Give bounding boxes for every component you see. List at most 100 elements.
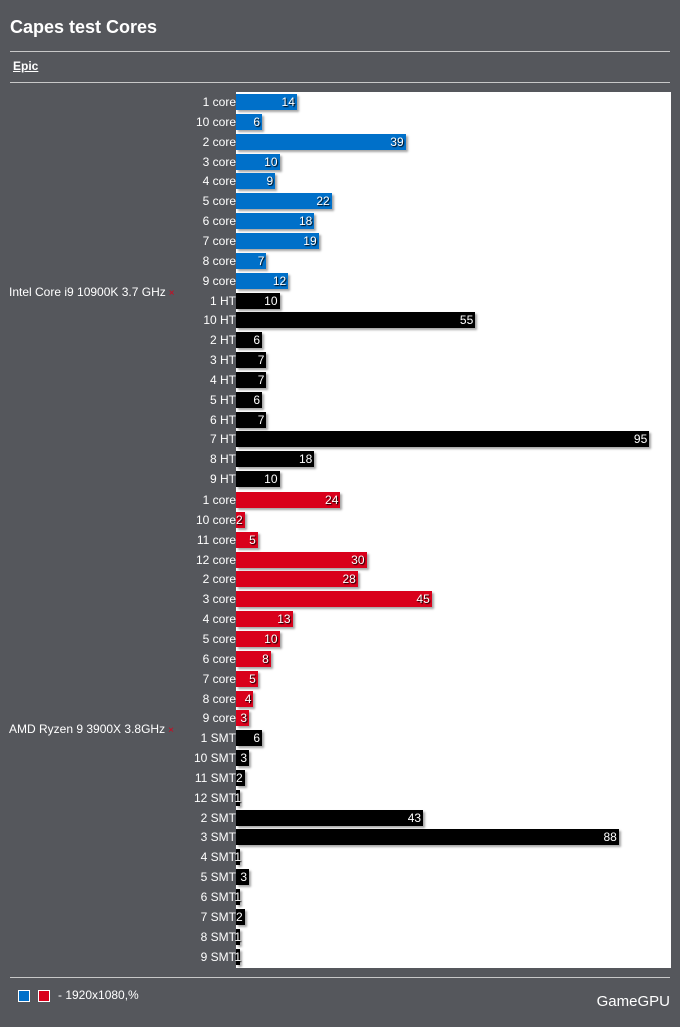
bar-value-label: 8	[262, 651, 269, 666]
bar[interactable]	[236, 769, 245, 786]
bar[interactable]	[236, 551, 367, 568]
category-label: 3 SMT	[200, 830, 236, 845]
bar-value-label: 6	[253, 114, 261, 129]
remove-group-icon[interactable]: ×	[168, 287, 175, 299]
bar[interactable]	[236, 451, 315, 468]
category-label: 3 HT	[209, 353, 236, 368]
bar[interactable]	[236, 511, 245, 528]
chart-title: Capes test Cores	[10, 17, 158, 37]
bar[interactable]	[236, 908, 245, 925]
category-label: 5 core	[202, 194, 236, 209]
category-label: 9 HT	[209, 472, 236, 487]
bar[interactable]	[236, 213, 315, 230]
bar[interactable]	[236, 611, 293, 628]
bar[interactable]	[236, 232, 319, 249]
bar[interactable]	[236, 272, 289, 289]
bar[interactable]	[236, 670, 258, 687]
category-label: 2 core	[202, 134, 236, 149]
bar[interactable]	[236, 690, 254, 707]
bar[interactable]	[236, 94, 297, 110]
bar[interactable]	[236, 332, 263, 349]
bar-value-label: 2	[236, 512, 243, 527]
category-label: 3 core	[202, 592, 236, 607]
bar[interactable]	[236, 829, 619, 846]
bar[interactable]	[236, 750, 250, 767]
category-label: 1 core	[202, 493, 236, 507]
tab-epic[interactable]: Epic	[13, 59, 39, 73]
bar-value-label: 2	[236, 909, 243, 924]
category-label: 11 SMT	[194, 770, 236, 785]
bar-value-label: 3	[240, 870, 248, 885]
category-label: 7 SMT	[200, 909, 236, 924]
bar[interactable]	[236, 173, 276, 190]
bar[interactable]	[236, 371, 267, 388]
bar[interactable]	[236, 789, 241, 806]
bar-value-label: 10	[264, 631, 278, 646]
bar-value-label: 1	[234, 790, 241, 805]
category-label: 1 SMT	[200, 731, 236, 746]
bar[interactable]	[236, 292, 280, 309]
bar-value-label: 95	[633, 432, 648, 447]
bar-value-label: 18	[298, 452, 313, 467]
bar-value-label: 1	[234, 949, 241, 964]
category-label: 10 HT	[203, 313, 236, 328]
category-label: 4 SMT	[200, 850, 236, 865]
category-label: 3 core	[202, 154, 236, 169]
category-label: 10 core	[195, 512, 236, 527]
bar-value-label: 1	[234, 850, 241, 865]
bar-value-label: 6	[253, 333, 261, 348]
bar[interactable]	[236, 492, 341, 508]
footer-divider	[10, 977, 670, 978]
bar[interactable]	[236, 471, 280, 488]
bar-value-label: 45	[416, 592, 430, 607]
bar[interactable]	[236, 889, 241, 905]
bar-value-label: 1	[234, 890, 241, 904]
bar[interactable]	[236, 352, 267, 369]
category-label: 1 core	[202, 95, 236, 109]
bar[interactable]	[236, 153, 280, 170]
bar[interactable]	[236, 531, 258, 548]
category-label: 12 core	[195, 552, 236, 567]
category-label: 5 SMT	[200, 870, 236, 885]
bar[interactable]	[236, 113, 263, 130]
bar[interactable]	[236, 591, 432, 608]
tab-divider	[10, 82, 670, 83]
bar-value-label: 10	[264, 472, 278, 487]
category-label: 7 core	[202, 671, 236, 686]
group-label: Intel Core i9 10900K 3.7 GHz ×	[9, 284, 175, 302]
category-label: 4 HT	[209, 372, 236, 387]
bar[interactable]	[236, 133, 406, 150]
bar[interactable]	[236, 730, 263, 747]
bar-value-label: 18	[298, 214, 313, 229]
bar-value-label: 3	[240, 711, 248, 726]
category-label: 11 core	[196, 532, 236, 547]
group-label-text: Intel Core i9 10900K 3.7 GHz	[9, 284, 166, 299]
bar[interactable]	[236, 710, 250, 727]
bar[interactable]	[236, 849, 241, 866]
bar[interactable]	[236, 571, 358, 588]
bar[interactable]	[236, 411, 267, 428]
bar[interactable]	[236, 391, 263, 408]
bar[interactable]	[236, 650, 271, 667]
bar-value-label: 9	[266, 174, 274, 189]
remove-group-icon[interactable]: ×	[168, 725, 174, 737]
bar[interactable]	[236, 809, 424, 826]
bar-value-label: 88	[603, 830, 617, 845]
legend-swatch[interactable]	[38, 990, 50, 1002]
bar-value-label: 4	[244, 691, 252, 706]
category-label: 5 core	[202, 631, 236, 646]
brand-label: GameGPU	[596, 993, 670, 1010]
bar[interactable]	[236, 869, 250, 886]
bar[interactable]	[236, 193, 332, 210]
bar-value-label: 30	[351, 552, 365, 567]
bar[interactable]	[236, 928, 241, 945]
bar[interactable]	[236, 630, 280, 647]
bar-value-label: 24	[325, 493, 339, 507]
bar-value-label: 6	[253, 731, 261, 746]
bar[interactable]	[236, 948, 241, 965]
bar[interactable]	[236, 431, 650, 448]
bar[interactable]	[236, 312, 476, 329]
bar[interactable]	[236, 252, 267, 269]
legend-swatch[interactable]	[18, 990, 30, 1002]
category-label: 8 HT	[209, 452, 236, 467]
